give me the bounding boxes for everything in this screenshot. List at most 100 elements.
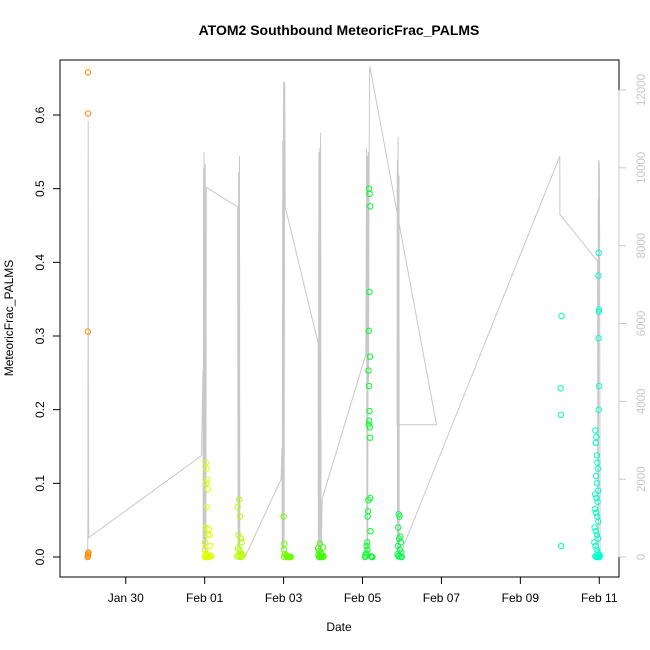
y-tick-label: 0.0 — [33, 548, 47, 565]
data-point — [592, 472, 600, 480]
data-point — [364, 539, 371, 546]
data-point — [319, 553, 326, 561]
data-point — [238, 539, 245, 546]
data-point — [366, 190, 373, 198]
data-point — [396, 535, 403, 542]
data-point — [366, 424, 373, 431]
data-point — [205, 525, 213, 533]
y-tick-label: 0.3 — [33, 327, 47, 344]
scatter-points-layer — [84, 69, 603, 561]
data-point — [595, 335, 602, 342]
data-point — [361, 553, 369, 561]
data-point — [365, 327, 372, 334]
data-point — [591, 505, 599, 513]
y-axis-left: 0.0 0.1 0.2 0.3 0.4 0.5 0.6 — [33, 106, 61, 565]
x-tick-label: Feb 01 — [186, 591, 224, 605]
data-point — [203, 465, 210, 472]
data-point — [367, 528, 374, 535]
data-point — [595, 308, 603, 315]
data-point — [592, 528, 599, 535]
y-tick-label: 0.4 — [33, 254, 47, 271]
data-point — [84, 553, 92, 560]
data-point — [236, 496, 243, 503]
y-axis-right: 0 2000 4000 6000 8000 10000 12000 — [618, 74, 648, 560]
data-point — [205, 553, 212, 561]
data-point — [365, 367, 372, 374]
data-point — [237, 535, 245, 542]
data-point — [366, 288, 373, 295]
data-point — [592, 427, 599, 434]
altitude-line-layer — [87, 66, 601, 558]
data-point — [367, 203, 374, 210]
x-axis: Jan 30 Feb 01 Feb 03 Feb 05 Feb 07 Feb 09 Feb … — [108, 576, 618, 605]
data-point — [365, 497, 372, 504]
y-tick-label: 0.6 — [33, 106, 47, 123]
data-point — [287, 553, 295, 561]
data-point — [396, 513, 403, 520]
data-point — [281, 540, 288, 547]
x-tick-label: Jan 30 — [108, 591, 144, 605]
data-point — [557, 411, 565, 418]
y-tick-label: 0.5 — [33, 180, 47, 197]
data-point — [394, 542, 402, 550]
y-right-tick-label: 0 — [636, 554, 648, 560]
data-point — [591, 539, 598, 546]
data-point — [85, 549, 92, 556]
data-point — [366, 353, 374, 360]
data-point — [319, 544, 327, 551]
data-point — [316, 553, 324, 561]
data-point — [595, 306, 603, 313]
data-point — [364, 546, 371, 553]
data-point — [594, 465, 602, 472]
data-point — [592, 439, 599, 446]
data-point — [207, 542, 214, 550]
data-point — [366, 417, 373, 424]
data-point — [592, 491, 599, 498]
y-right-tick-label: 4000 — [636, 389, 648, 415]
data-point — [320, 553, 327, 560]
x-tick-label: Feb 09 — [502, 591, 540, 605]
data-point — [236, 513, 244, 520]
data-point — [593, 531, 601, 539]
data-point — [204, 476, 211, 483]
data-point — [280, 546, 288, 553]
data-point — [558, 542, 565, 550]
data-point — [369, 553, 376, 561]
data-point — [203, 503, 211, 511]
data-point — [595, 272, 602, 279]
data-point — [280, 553, 288, 561]
data-point — [206, 531, 213, 539]
data-point — [592, 542, 599, 550]
y-right-tick-label: 12000 — [636, 74, 648, 106]
data-point — [593, 494, 600, 502]
data-point — [84, 110, 92, 117]
data-point — [557, 385, 564, 392]
data-point — [594, 535, 602, 542]
data-point — [202, 480, 210, 487]
y-right-tick-label: 2000 — [636, 466, 648, 492]
y-right-tick-label: 6000 — [636, 311, 648, 337]
data-point — [202, 524, 209, 531]
data-point — [594, 498, 601, 505]
data-point — [363, 542, 370, 550]
y-right-tick-label: 8000 — [636, 233, 648, 259]
data-point — [316, 540, 323, 547]
x-axis-label: Date — [326, 620, 352, 634]
data-point — [592, 509, 600, 516]
y-tick-label: 0.2 — [33, 401, 47, 418]
data-point — [239, 551, 246, 558]
data-point — [593, 480, 601, 487]
data-point — [595, 382, 603, 390]
data-point — [593, 433, 600, 441]
x-tick-label: Feb 05 — [344, 591, 382, 605]
data-point — [84, 69, 92, 76]
data-point — [365, 421, 372, 428]
chart-title: ATOM2 Southbound MeteoricFrac_PALMS — [199, 22, 480, 38]
data-point — [204, 486, 212, 493]
data-point — [398, 553, 405, 561]
y-tick-label: 0.1 — [33, 475, 47, 492]
x-tick-label: Feb 11 — [581, 591, 618, 605]
data-point — [84, 328, 92, 335]
